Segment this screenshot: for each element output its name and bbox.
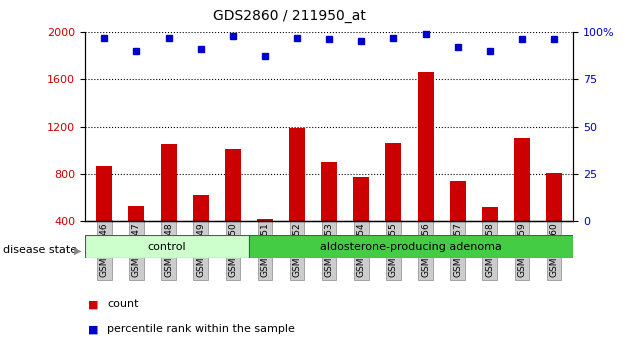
Text: aldosterone-producing adenoma: aldosterone-producing adenoma <box>320 242 502 252</box>
Text: ■: ■ <box>88 324 99 334</box>
Bar <box>161 144 176 269</box>
Bar <box>450 181 466 269</box>
Bar <box>514 138 530 269</box>
Bar <box>289 128 305 269</box>
Bar <box>257 219 273 269</box>
Text: count: count <box>107 299 139 309</box>
Bar <box>353 177 369 269</box>
Bar <box>85 235 249 258</box>
Bar <box>96 166 112 269</box>
Bar <box>546 173 562 269</box>
Bar <box>321 162 337 269</box>
Text: ■: ■ <box>88 299 99 309</box>
Text: percentile rank within the sample: percentile rank within the sample <box>107 324 295 334</box>
Bar <box>225 149 241 269</box>
Text: control: control <box>147 242 186 252</box>
Bar <box>482 207 498 269</box>
Bar <box>386 143 401 269</box>
Bar <box>129 206 144 269</box>
Bar <box>418 72 433 269</box>
Text: GDS2860 / 211950_at: GDS2860 / 211950_at <box>214 9 366 23</box>
Bar <box>193 195 209 269</box>
Text: disease state: disease state <box>3 245 77 255</box>
Text: ▶: ▶ <box>74 245 82 255</box>
Bar <box>249 235 573 258</box>
